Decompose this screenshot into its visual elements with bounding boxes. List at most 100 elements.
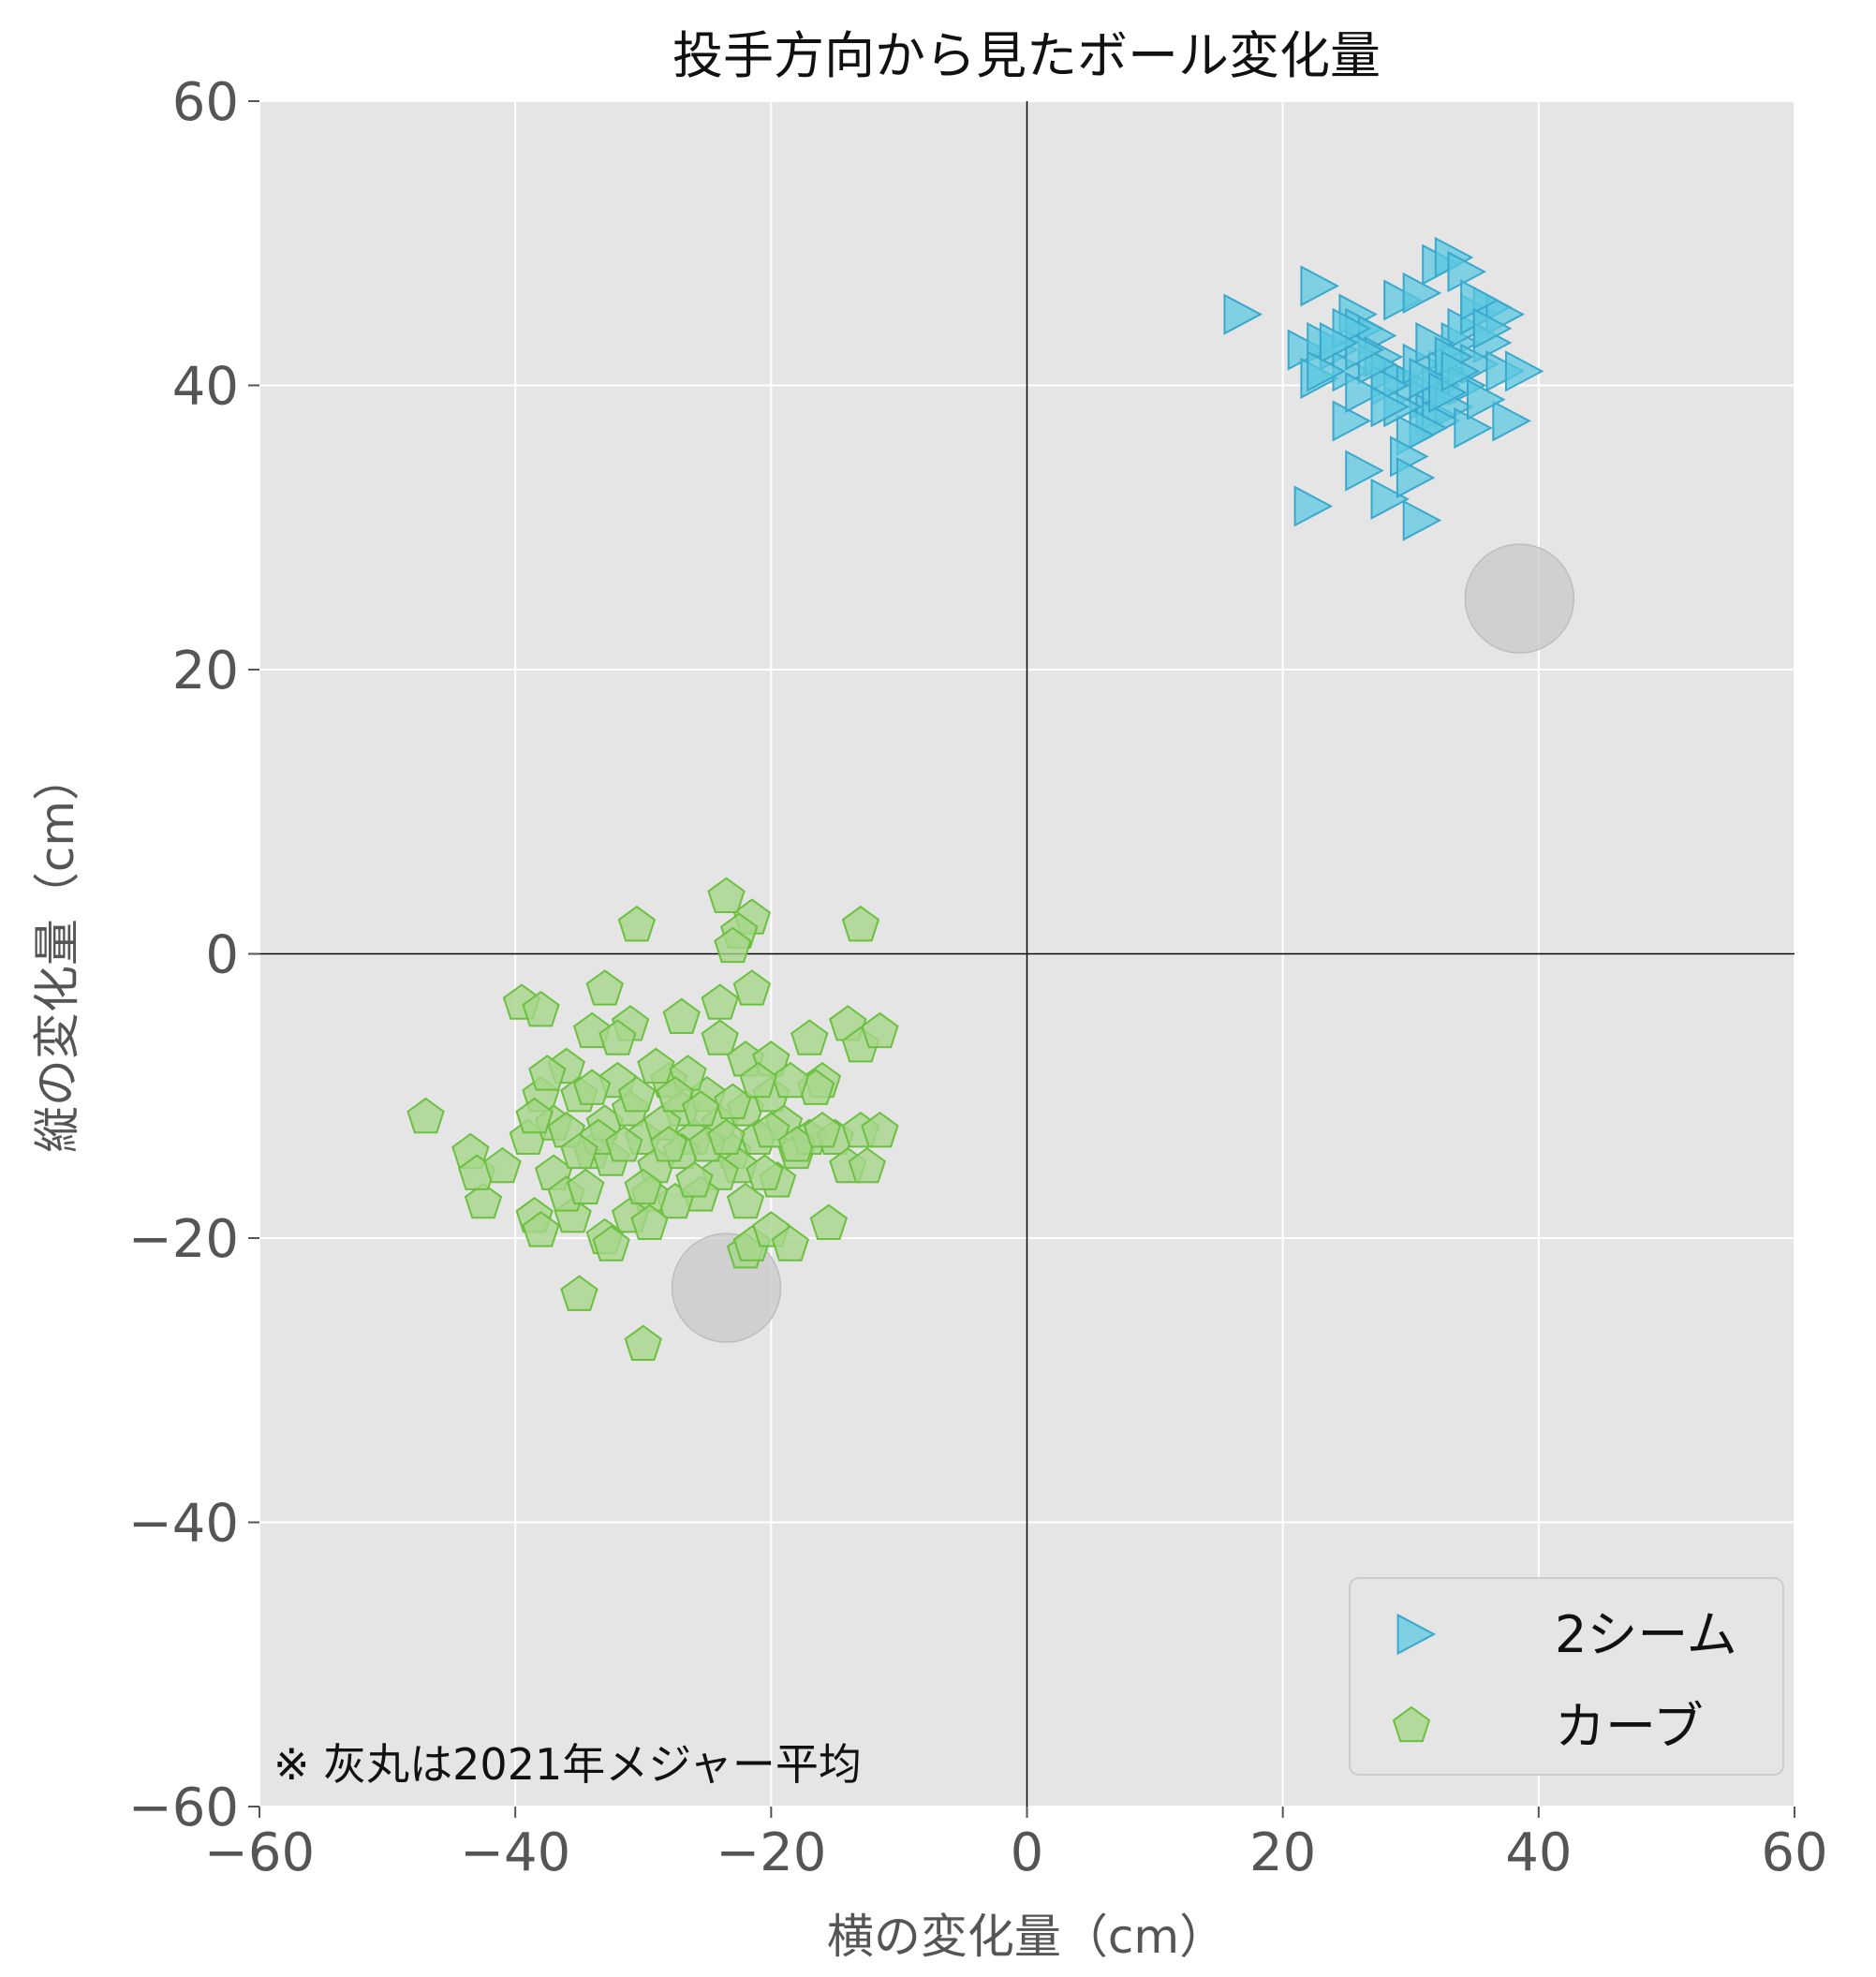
zero-axes	[259, 101, 1795, 1807]
two-seam-point-39	[1383, 279, 1423, 321]
x-tick-label-4: 20	[1249, 1822, 1316, 1883]
curve-point-87	[637, 1047, 675, 1084]
curve-point-102	[726, 1182, 765, 1219]
x-tick-label-2: −20	[716, 1822, 826, 1883]
curve-point-67	[624, 1324, 662, 1361]
axis-ticks	[248, 100, 1795, 1818]
curve-point-107	[649, 1126, 688, 1162]
curve-point-85	[572, 1069, 612, 1105]
x-tick-label-3: 0	[1011, 1822, 1044, 1883]
two-seam-point-40	[1402, 272, 1442, 314]
curve-point-50	[732, 969, 772, 1006]
curve-point-103	[746, 1154, 784, 1190]
two-seam-point-52	[1293, 485, 1334, 527]
y-tick-label-5: 40	[172, 357, 239, 418]
two-seam-point-38	[1307, 350, 1346, 392]
two-seam-point-2	[1287, 329, 1327, 371]
legend-box	[1349, 1577, 1784, 1776]
curve-point-95	[528, 1055, 567, 1091]
y-tick-label-6: 60	[172, 72, 239, 133]
two-seam-point-50	[1332, 400, 1372, 442]
two-seam-point-53	[1345, 450, 1384, 492]
curve-point-83	[675, 1161, 714, 1198]
note-text: ※ 灰丸は2021年メジャー平均	[273, 1739, 862, 1790]
average-marker-0	[1464, 543, 1575, 654]
chart-title: 投手方向から見たボール変化量	[672, 26, 1381, 85]
legend-marker-curve	[1392, 1705, 1431, 1743]
curve-point-42	[707, 877, 746, 913]
curve-point-91	[739, 1061, 777, 1099]
curve-point-56	[771, 1061, 810, 1099]
curve-point-81	[624, 1168, 662, 1205]
curve-point-71	[771, 1225, 810, 1261]
curve-point-72	[809, 1203, 848, 1241]
two-seam-point-45	[1472, 307, 1513, 349]
curve-point-106	[605, 1126, 643, 1162]
series-curve	[406, 877, 899, 1361]
curve-point-54	[790, 1019, 829, 1055]
y-tick-label-3: 0	[205, 925, 239, 986]
two-seam-point-47	[1504, 350, 1544, 392]
y-tick-label-1: −40	[128, 1494, 239, 1555]
curve-point-79	[567, 1168, 605, 1205]
curve-point-98	[630, 1203, 669, 1241]
x-tick-label-5: 40	[1505, 1822, 1572, 1883]
curve-point-35	[848, 1146, 886, 1184]
curve-point-76	[522, 1211, 560, 1247]
two-seam-point-54	[1370, 478, 1411, 520]
two-seam-point-62	[1370, 386, 1411, 428]
x-tick-label-1: −40	[460, 1822, 570, 1883]
two-seam-point-64	[1440, 350, 1481, 392]
curve-point-6	[522, 990, 560, 1027]
two-seam-point-60	[1466, 378, 1506, 420]
curve-point-44	[617, 905, 657, 942]
two-seam-point-61	[1409, 357, 1449, 399]
two-seam-point-0	[1223, 293, 1263, 335]
curve-point-45	[585, 969, 624, 1006]
two-seam-point-48	[1454, 406, 1493, 450]
two-seam-point-44	[1460, 279, 1499, 321]
curve-point-49	[701, 983, 739, 1020]
two-seam-point-56	[1396, 457, 1436, 499]
curve-point-48	[662, 997, 701, 1034]
x-tick-label-0: −60	[204, 1822, 315, 1883]
curve-point-66	[560, 1275, 598, 1311]
two-seam-point-43	[1447, 251, 1487, 293]
two-seam-point-37	[1319, 321, 1359, 364]
two-seam-point-35	[1345, 329, 1384, 371]
two-seam-point-51	[1345, 372, 1384, 414]
tick-labels: −60 −40 −20 0 20 40 60 −60 −40 −20 0 20 40 60	[128, 72, 1828, 1883]
two-seam-point-46	[1485, 350, 1525, 392]
curve-point-4	[483, 1146, 522, 1184]
x-axis-title: 横の変化量（cm）	[827, 1910, 1226, 1964]
y-tick-label-0: −60	[128, 1778, 239, 1838]
curve-point-93	[617, 1076, 657, 1113]
two-seam-point-58	[1415, 321, 1455, 364]
curve-point-0	[406, 1097, 445, 1134]
curve-point-105	[803, 1111, 842, 1148]
curve-point-96	[515, 1097, 554, 1134]
two-seam-point-57	[1402, 499, 1442, 541]
curve-point-38	[861, 1011, 899, 1049]
series-two-seam	[1223, 236, 1544, 541]
legend: 2シーム カーブ	[1349, 1577, 1784, 1776]
curve-point-101	[707, 1118, 746, 1155]
two-seam-point-1	[1300, 265, 1339, 307]
legend-markers	[1392, 1613, 1437, 1743]
curve-point-34	[861, 1111, 899, 1148]
x-tick-label-6: 60	[1761, 1822, 1827, 1883]
legend-label-curve: カーブ	[1555, 1697, 1704, 1756]
y-axis-title: 縦の変化量（cm）	[30, 754, 84, 1153]
curve-point-86	[598, 1019, 637, 1055]
curve-point-100	[682, 1090, 720, 1127]
curve-point-39	[841, 905, 880, 942]
legend-marker-two-seam	[1396, 1613, 1437, 1656]
y-tick-label-2: −20	[128, 1209, 239, 1270]
two-seam-point-49	[1492, 400, 1531, 442]
curve-point-51	[701, 1019, 739, 1055]
curve-point-2	[464, 1182, 503, 1219]
curve-point-97	[560, 1132, 598, 1170]
curve-point-43	[714, 926, 752, 964]
y-tick-label-4: 20	[172, 641, 239, 701]
